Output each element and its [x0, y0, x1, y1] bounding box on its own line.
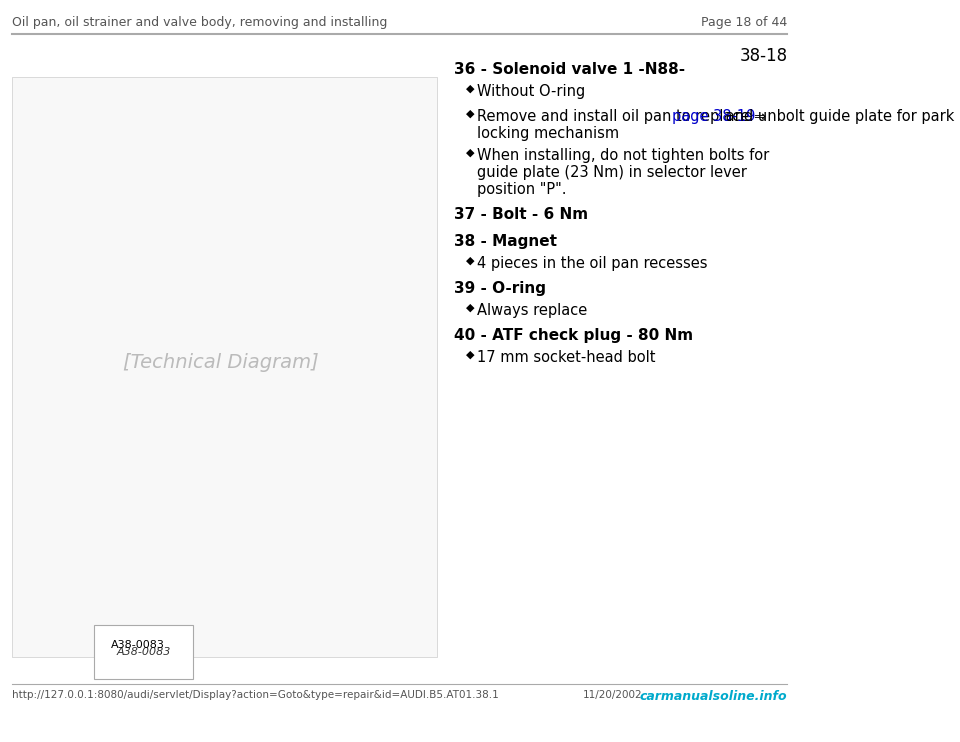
Text: When installing, do not tighten bolts for: When installing, do not tighten bolts fo… [477, 148, 770, 163]
Text: ◆: ◆ [466, 148, 474, 158]
Text: 40 - ATF check plug - 80 Nm: 40 - ATF check plug - 80 Nm [454, 328, 693, 343]
Text: 38-18: 38-18 [739, 47, 787, 65]
Text: Always replace: Always replace [477, 303, 588, 318]
Text: page 38-19: page 38-19 [672, 109, 756, 124]
Text: 37 - Bolt - 6 Nm: 37 - Bolt - 6 Nm [454, 207, 588, 222]
Text: [Technical Diagram]: [Technical Diagram] [123, 352, 319, 372]
Text: 38 - Magnet: 38 - Magnet [454, 234, 557, 249]
Text: 17 mm socket-head bolt: 17 mm socket-head bolt [477, 350, 656, 365]
Text: 11/20/2002: 11/20/2002 [584, 690, 643, 700]
Text: ◆: ◆ [466, 256, 474, 266]
Text: Remove and install oil pan to replace ⇒: Remove and install oil pan to replace ⇒ [477, 109, 771, 124]
Text: A38-0083: A38-0083 [110, 640, 164, 650]
Text: and unbolt guide plate for park: and unbolt guide plate for park [721, 109, 954, 124]
Bar [12, 77, 438, 657]
Text: ◆: ◆ [466, 350, 474, 360]
Text: position "P".: position "P". [477, 182, 567, 197]
Text: ◆: ◆ [466, 84, 474, 94]
Text: ◆: ◆ [466, 109, 474, 119]
Text: Without O-ring: Without O-ring [477, 84, 586, 99]
Text: A38-0083: A38-0083 [117, 647, 171, 657]
Text: guide plate (23 Nm) in selector lever: guide plate (23 Nm) in selector lever [477, 165, 747, 180]
Text: Oil pan, oil strainer and valve body, removing and installing: Oil pan, oil strainer and valve body, re… [12, 16, 388, 29]
Text: 36 - Solenoid valve 1 -N88-: 36 - Solenoid valve 1 -N88- [454, 62, 685, 77]
Text: 4 pieces in the oil pan recesses: 4 pieces in the oil pan recesses [477, 256, 708, 271]
Text: ◆: ◆ [466, 303, 474, 313]
Text: 39 - O-ring: 39 - O-ring [454, 281, 546, 296]
FancyBboxPatch shape [99, 635, 176, 655]
Text: carmanualsoline.info: carmanualsoline.info [639, 690, 787, 703]
Text: locking mechanism: locking mechanism [477, 126, 619, 141]
Text: http://127.0.0.1:8080/audi/servlet/Display?action=Goto&type=repair&id=AUDI.B5.AT: http://127.0.0.1:8080/audi/servlet/Displ… [12, 690, 499, 700]
Text: Page 18 of 44: Page 18 of 44 [701, 16, 787, 29]
